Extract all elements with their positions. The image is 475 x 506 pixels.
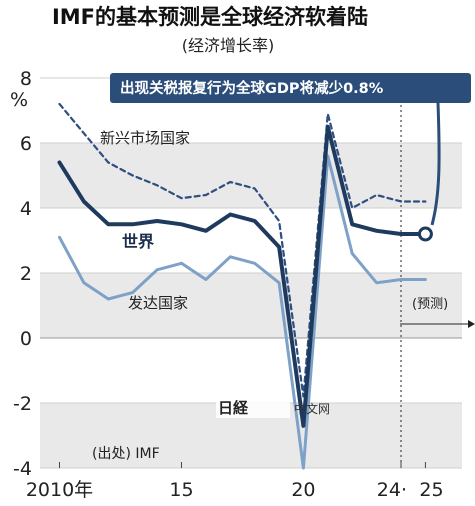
world-2025-marker xyxy=(417,226,433,242)
callout-box xyxy=(110,73,471,103)
y-tick-label: -4 xyxy=(13,458,32,480)
y-tick-label: 8 xyxy=(20,68,32,90)
watermark-site: 中文网 xyxy=(294,401,330,416)
y-tick-label: 4 xyxy=(20,198,32,220)
y-tick-label: 2 xyxy=(20,263,32,285)
chart-title: IMF的基本预测是全球经济软着陆 xyxy=(52,5,368,29)
y-tick-label: 6 xyxy=(20,133,32,155)
background-bands xyxy=(40,143,462,468)
band-4-to-6 xyxy=(40,143,462,208)
y-axis-unit: % xyxy=(10,89,28,111)
series-label-world: 世界 xyxy=(122,232,154,251)
x-tick-label: 24· xyxy=(377,479,407,501)
y-axis-ticks: -4 -2 0 2 4 6 8 xyxy=(13,68,32,480)
forecast-label: (预测) xyxy=(412,297,448,312)
series-lines xyxy=(57,102,433,470)
series-line-world xyxy=(57,124,428,428)
callout-leader-line xyxy=(430,102,441,226)
source-note: (出处) IMF xyxy=(92,446,160,462)
series-label-emerging: 新兴市场国家 xyxy=(100,129,190,147)
forecast-arrow xyxy=(400,320,475,328)
x-tick-label: 20 xyxy=(291,479,315,501)
series-line-emerging xyxy=(58,102,427,398)
watermark-logo: 日経 xyxy=(218,399,249,417)
x-axis-ticks: 2010年 15 20 24· 25 xyxy=(26,462,444,501)
x-tick-label: 25 xyxy=(419,479,443,501)
callout: 出现关税报复行为全球GDP将减少0.8% xyxy=(110,73,471,226)
callout-text: 出现关税报复行为全球GDP将减少0.8% xyxy=(120,79,384,97)
chart-subtitle: (经济增长率) xyxy=(182,36,275,55)
x-tick-label: 2010年 xyxy=(26,479,93,501)
y-tick-label: -2 xyxy=(13,393,32,415)
band-0-to-2 xyxy=(40,273,462,338)
series-label-advanced: 发达国家 xyxy=(128,294,188,312)
x-tick-label: 15 xyxy=(169,479,193,501)
series-line-advanced xyxy=(58,154,427,470)
nikkei-watermark: 日経 中文网 xyxy=(216,398,330,418)
y-tick-label: 0 xyxy=(20,328,32,350)
